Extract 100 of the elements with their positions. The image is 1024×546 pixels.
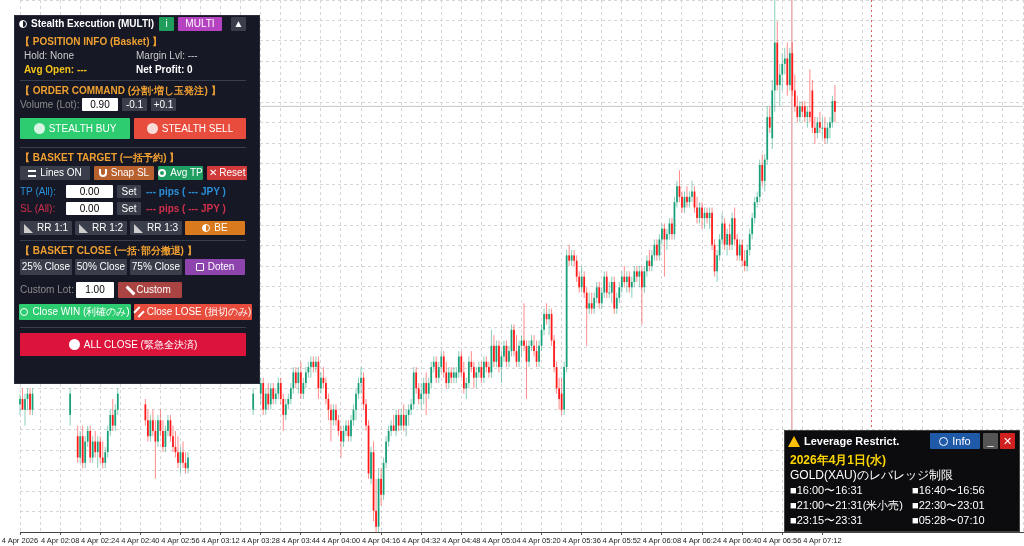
annotation: 【 BASKET CLOSE (一括·部分撤退) 】: [20, 245, 197, 256]
button: 75% Close: [130, 259, 182, 275]
annotation: Info: [952, 434, 971, 447]
candlestick: [646, 254, 648, 278]
annotation: 0.90: [90, 98, 110, 110]
candlestick: [390, 419, 392, 437]
button: Set: [117, 202, 141, 215]
input-field: 1.00: [76, 282, 114, 298]
button: ▲: [231, 17, 246, 31]
candlestick: [182, 441, 184, 469]
candlestick: [651, 249, 653, 272]
button: MULTI: [178, 17, 222, 31]
annotation: ■05:28〜07:10: [912, 513, 985, 526]
candlestick: [513, 324, 515, 357]
candlestick: [320, 371, 322, 395]
candlestick: [167, 414, 169, 437]
annotation: BE: [214, 222, 228, 233]
annotation: Doten: [207, 261, 235, 272]
button: Lines ON: [20, 166, 90, 180]
annotation: ■21:00〜21:31(米小売): [790, 498, 904, 511]
candlestick: [315, 355, 317, 373]
candlestick: [518, 339, 520, 368]
annotation: 0.00: [79, 185, 100, 197]
candlestick: [385, 435, 387, 469]
button: _: [983, 433, 998, 449]
candlestick: [691, 180, 693, 203]
button: 50% Close: [75, 259, 127, 275]
button: Set: [117, 185, 141, 198]
button: ✕: [1000, 433, 1015, 449]
candlestick: [360, 366, 362, 395]
button: +0.1: [151, 98, 176, 111]
annotation: Lines ON: [40, 167, 82, 178]
annotation: ■23:15〜23:31: [790, 513, 863, 526]
candlestick: [726, 228, 728, 256]
candlestick: [380, 467, 382, 506]
candlestick: [834, 84, 836, 123]
candlestick: [508, 345, 510, 368]
candlestick: [696, 196, 698, 224]
button: ALL CLOSE (緊急全決済): [20, 333, 246, 356]
candlestick: [152, 409, 154, 437]
annotation: ■16:00〜16:31: [790, 483, 863, 496]
annotation: 【 ORDER COMMAND (分割·増し玉発注) 】: [20, 85, 221, 96]
annotation: 【 BASKET TARGET (一括予約) 】: [20, 152, 180, 163]
candlestick: [365, 398, 367, 432]
candlestick: [304, 366, 307, 389]
annotation: 0.00: [79, 202, 100, 214]
annotation: RR 1:3: [146, 222, 179, 233]
candlestick: [498, 339, 500, 373]
candlestick: [666, 228, 668, 251]
candlestick: [819, 111, 821, 134]
button: RR 1:1: [20, 221, 72, 235]
annotation: Snap SL: [110, 167, 150, 178]
candlestick: [355, 387, 357, 421]
button: Info: [930, 433, 980, 449]
annotation: --- pips ( --- JPY ): [146, 203, 226, 214]
button: Snap SL: [94, 166, 154, 180]
annotation: Close WIN (利確のみ): [32, 306, 130, 317]
annotation: Avg TP: [170, 167, 203, 178]
candlestick: [608, 281, 611, 299]
annotation: 2026年4月1日(水): [790, 452, 887, 467]
annotation: STEALTH BUY: [48, 122, 117, 134]
button: Custom: [118, 282, 182, 298]
button: RR 1:2: [75, 221, 127, 235]
candlestick: [375, 478, 377, 533]
candlestick: [656, 238, 658, 262]
annotation: Volume (Lot):: [20, 98, 80, 110]
annotation: STEALTH SELL: [161, 122, 234, 134]
button: ✕ Reset: [207, 166, 247, 180]
button: i: [159, 17, 174, 31]
button: STEALTH BUY: [20, 118, 130, 139]
annotation: RR 1:1: [36, 222, 69, 233]
annotation: Close LOSE (損切のみ): [146, 306, 252, 317]
candlestick: [345, 419, 347, 437]
annotation: RR 1:2: [91, 222, 124, 233]
annotation: TP (All):: [20, 186, 56, 197]
candlestick: [676, 180, 678, 208]
candlestick: [528, 339, 530, 368]
annotation: _: [987, 434, 994, 447]
candlestick: [671, 217, 673, 240]
button: -0.1: [122, 98, 147, 111]
annotation: 1.00: [85, 284, 105, 295]
annotation: Margin Lvl: ---: [136, 50, 198, 61]
annotation: SL (All):: [20, 203, 56, 214]
candlestick: [523, 302, 525, 352]
annotation: Custom Lot:: [20, 284, 74, 295]
candlestick: [157, 414, 159, 448]
annotation: Leverage Restrict.: [804, 434, 900, 447]
candlestick: [19, 393, 21, 416]
candlestick: [478, 361, 480, 379]
candlestick: [177, 435, 179, 469]
candlestick: [548, 308, 550, 336]
button: 25% Close: [20, 259, 72, 275]
annotation: i: [165, 18, 168, 29]
input-field: 0.00: [66, 185, 113, 198]
candlestick: [488, 361, 490, 379]
annotation: ALL CLOSE (緊急全決済): [83, 338, 198, 350]
candlestick: [661, 222, 663, 246]
candlestick: [325, 377, 327, 405]
annotation: GOLD(XAU)のレバレッジ制限: [790, 467, 953, 482]
candlestick: [335, 403, 337, 427]
